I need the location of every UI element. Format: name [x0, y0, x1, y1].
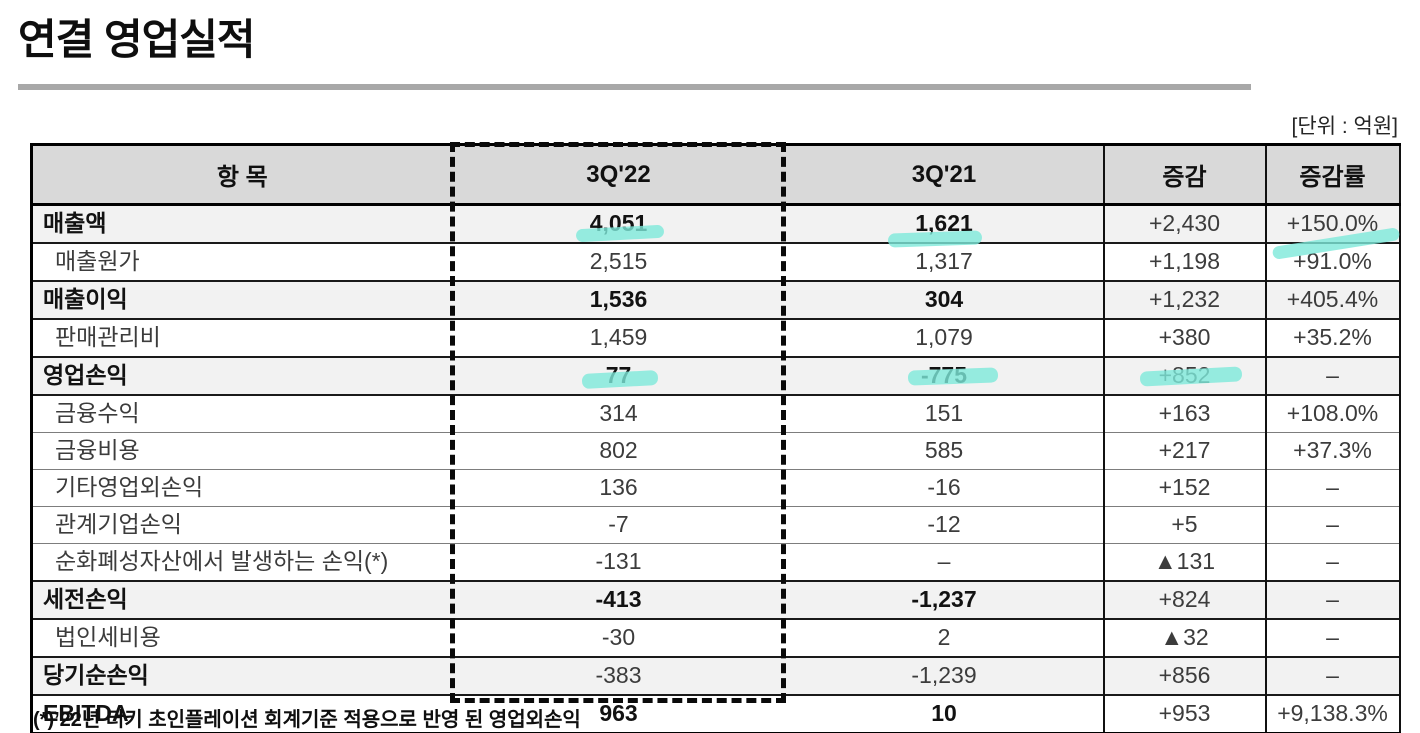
- change-rate-cell: +108.0%: [1264, 394, 1401, 433]
- change-value-cell: +163: [1102, 394, 1266, 433]
- change-rate-cell: +91.0%: [1264, 242, 1401, 281]
- column-header-change-rate: 증감률: [1264, 143, 1401, 206]
- value-3q22-cell: -131: [451, 543, 786, 581]
- change-rate-cell: –: [1264, 580, 1401, 619]
- item-label-cell: 순화폐성자산에서 발생하는 손익(*): [30, 543, 452, 581]
- page-title: 연결 영업실적: [18, 16, 256, 63]
- change-value-cell: +856: [1102, 656, 1266, 695]
- value-3q22-cell: -383: [451, 656, 786, 695]
- value-3q22-cell: 314: [451, 394, 786, 433]
- change-rate-cell: +37.3%: [1264, 432, 1401, 470]
- change-value-cell: +217: [1102, 432, 1266, 470]
- value-3q21-cell: 1,317: [785, 242, 1104, 281]
- table-row: 기타영업외손익 136 -16 +152 –: [30, 469, 1401, 507]
- item-label-cell: 금융비용: [30, 432, 452, 470]
- change-rate-cell: –: [1264, 618, 1401, 657]
- unit-label: [단위 : 억원]: [1291, 115, 1398, 138]
- value-3q21-cell: 2: [785, 618, 1104, 657]
- change-value-cell: +1,232: [1102, 280, 1266, 319]
- value-3q21-cell: 585: [785, 432, 1104, 470]
- table-row: 세전손익 -413 -1,237 +824 –: [30, 580, 1401, 619]
- change-value-cell: +2,430: [1102, 204, 1266, 243]
- value-3q21-cell: 1,621: [785, 204, 1104, 243]
- table-row: 매출원가 2,515 1,317 +1,198 +91.0%: [30, 242, 1401, 281]
- change-rate-cell: –: [1264, 506, 1401, 544]
- value-3q22-cell: -413: [451, 580, 786, 619]
- value-3q22-cell: -30: [451, 618, 786, 657]
- table-row: 순화폐성자산에서 발생하는 손익(*) -131 – ▲131 –: [30, 543, 1401, 581]
- change-rate-cell: +9,138.3%: [1264, 694, 1401, 733]
- item-label-cell: 영업손익: [30, 356, 452, 395]
- change-rate-cell: +405.4%: [1264, 280, 1401, 319]
- value-3q22-cell: 1,536: [451, 280, 786, 319]
- value-3q21-cell: 1,079: [785, 318, 1104, 357]
- change-rate-cell: –: [1264, 543, 1401, 581]
- change-value-cell: +152: [1102, 469, 1266, 507]
- value-3q21-cell: 151: [785, 394, 1104, 433]
- value-3q21-cell: -1,239: [785, 656, 1104, 695]
- title-divider: [18, 84, 1251, 90]
- item-label-cell: 매출원가: [30, 242, 452, 281]
- item-label-cell: 금융수익: [30, 394, 452, 433]
- value-3q22-cell: 136: [451, 469, 786, 507]
- value-3q22-cell: 77: [451, 356, 786, 395]
- change-value-cell: ▲131: [1102, 543, 1266, 581]
- value-3q21-cell: –: [785, 543, 1104, 581]
- change-value-cell: +380: [1102, 318, 1266, 357]
- table-row: 법인세비용 -30 2 ▲32 –: [30, 618, 1401, 657]
- table-row: 매출이익 1,536 304 +1,232 +405.4%: [30, 280, 1401, 319]
- change-rate-cell: +35.2%: [1264, 318, 1401, 357]
- table-row: 금융수익 314 151 +163 +108.0%: [30, 394, 1401, 433]
- change-rate-cell: –: [1264, 469, 1401, 507]
- table-header-row: 항 목 3Q'22 3Q'21 증감 증감률: [30, 143, 1401, 206]
- results-table: 항 목 3Q'22 3Q'21 증감 증감률 매출액 4,051 1,621 +…: [30, 143, 1401, 733]
- footnote: (*)’22년 터키 초인플레이션 회계기준 적용으로 반영 된 영업외손익: [33, 709, 581, 731]
- item-label-cell: 판매관리비: [30, 318, 452, 357]
- item-label-cell: EBITDA: [30, 694, 452, 733]
- item-label-cell: 매출액: [30, 204, 452, 243]
- change-value-cell: +852: [1102, 356, 1266, 395]
- change-rate-cell: +150.0%: [1264, 204, 1401, 243]
- change-value-cell: +5: [1102, 506, 1266, 544]
- column-header-item: 항 목: [30, 143, 452, 206]
- change-value-cell: +1,198: [1102, 242, 1266, 281]
- change-value-cell: +953: [1102, 694, 1266, 733]
- change-value-cell: ▲32: [1102, 618, 1266, 657]
- value-3q21-cell: 10: [785, 694, 1104, 733]
- value-3q22-cell: 2,515: [451, 242, 786, 281]
- table-row: 영업손익 77 -775 +852 –: [30, 356, 1401, 395]
- item-label-cell: 세전손익: [30, 580, 452, 619]
- column-header-3q21: 3Q'21: [785, 143, 1104, 206]
- change-rate-cell: –: [1264, 356, 1401, 395]
- value-3q21-cell: -12: [785, 506, 1104, 544]
- table-row: 관계기업손익 -7 -12 +5 –: [30, 506, 1401, 544]
- change-rate-cell: –: [1264, 656, 1401, 695]
- value-3q21-cell: 304: [785, 280, 1104, 319]
- value-3q21-cell: -16: [785, 469, 1104, 507]
- value-3q22-cell: 802: [451, 432, 786, 470]
- table-row: 판매관리비 1,459 1,079 +380 +35.2%: [30, 318, 1401, 357]
- value-3q21-cell: -775: [785, 356, 1104, 395]
- table-row: 매출액 4,051 1,621 +2,430 +150.0%: [30, 204, 1401, 243]
- column-header-change: 증감: [1102, 143, 1266, 206]
- item-label-cell: 관계기업손익: [30, 506, 452, 544]
- value-3q22-cell: 1,459: [451, 318, 786, 357]
- item-label-cell: 당기순손익: [30, 656, 452, 695]
- item-label-cell: 매출이익: [30, 280, 452, 319]
- value-3q21-cell: -1,237: [785, 580, 1104, 619]
- item-label-cell: 법인세비용: [30, 618, 452, 657]
- table-row: 당기순손익 -383 -1,239 +856 –: [30, 656, 1401, 695]
- item-label-cell: 기타영업외손익: [30, 469, 452, 507]
- change-value-cell: +824: [1102, 580, 1266, 619]
- value-3q22-cell: -7: [451, 506, 786, 544]
- table-body: 매출액 4,051 1,621 +2,430 +150.0% 매출원가 2,51…: [30, 204, 1401, 733]
- value-3q22-cell: 4,051: [451, 204, 786, 243]
- column-header-3q22: 3Q'22: [451, 143, 786, 206]
- table-row: 금융비용 802 585 +217 +37.3%: [30, 432, 1401, 470]
